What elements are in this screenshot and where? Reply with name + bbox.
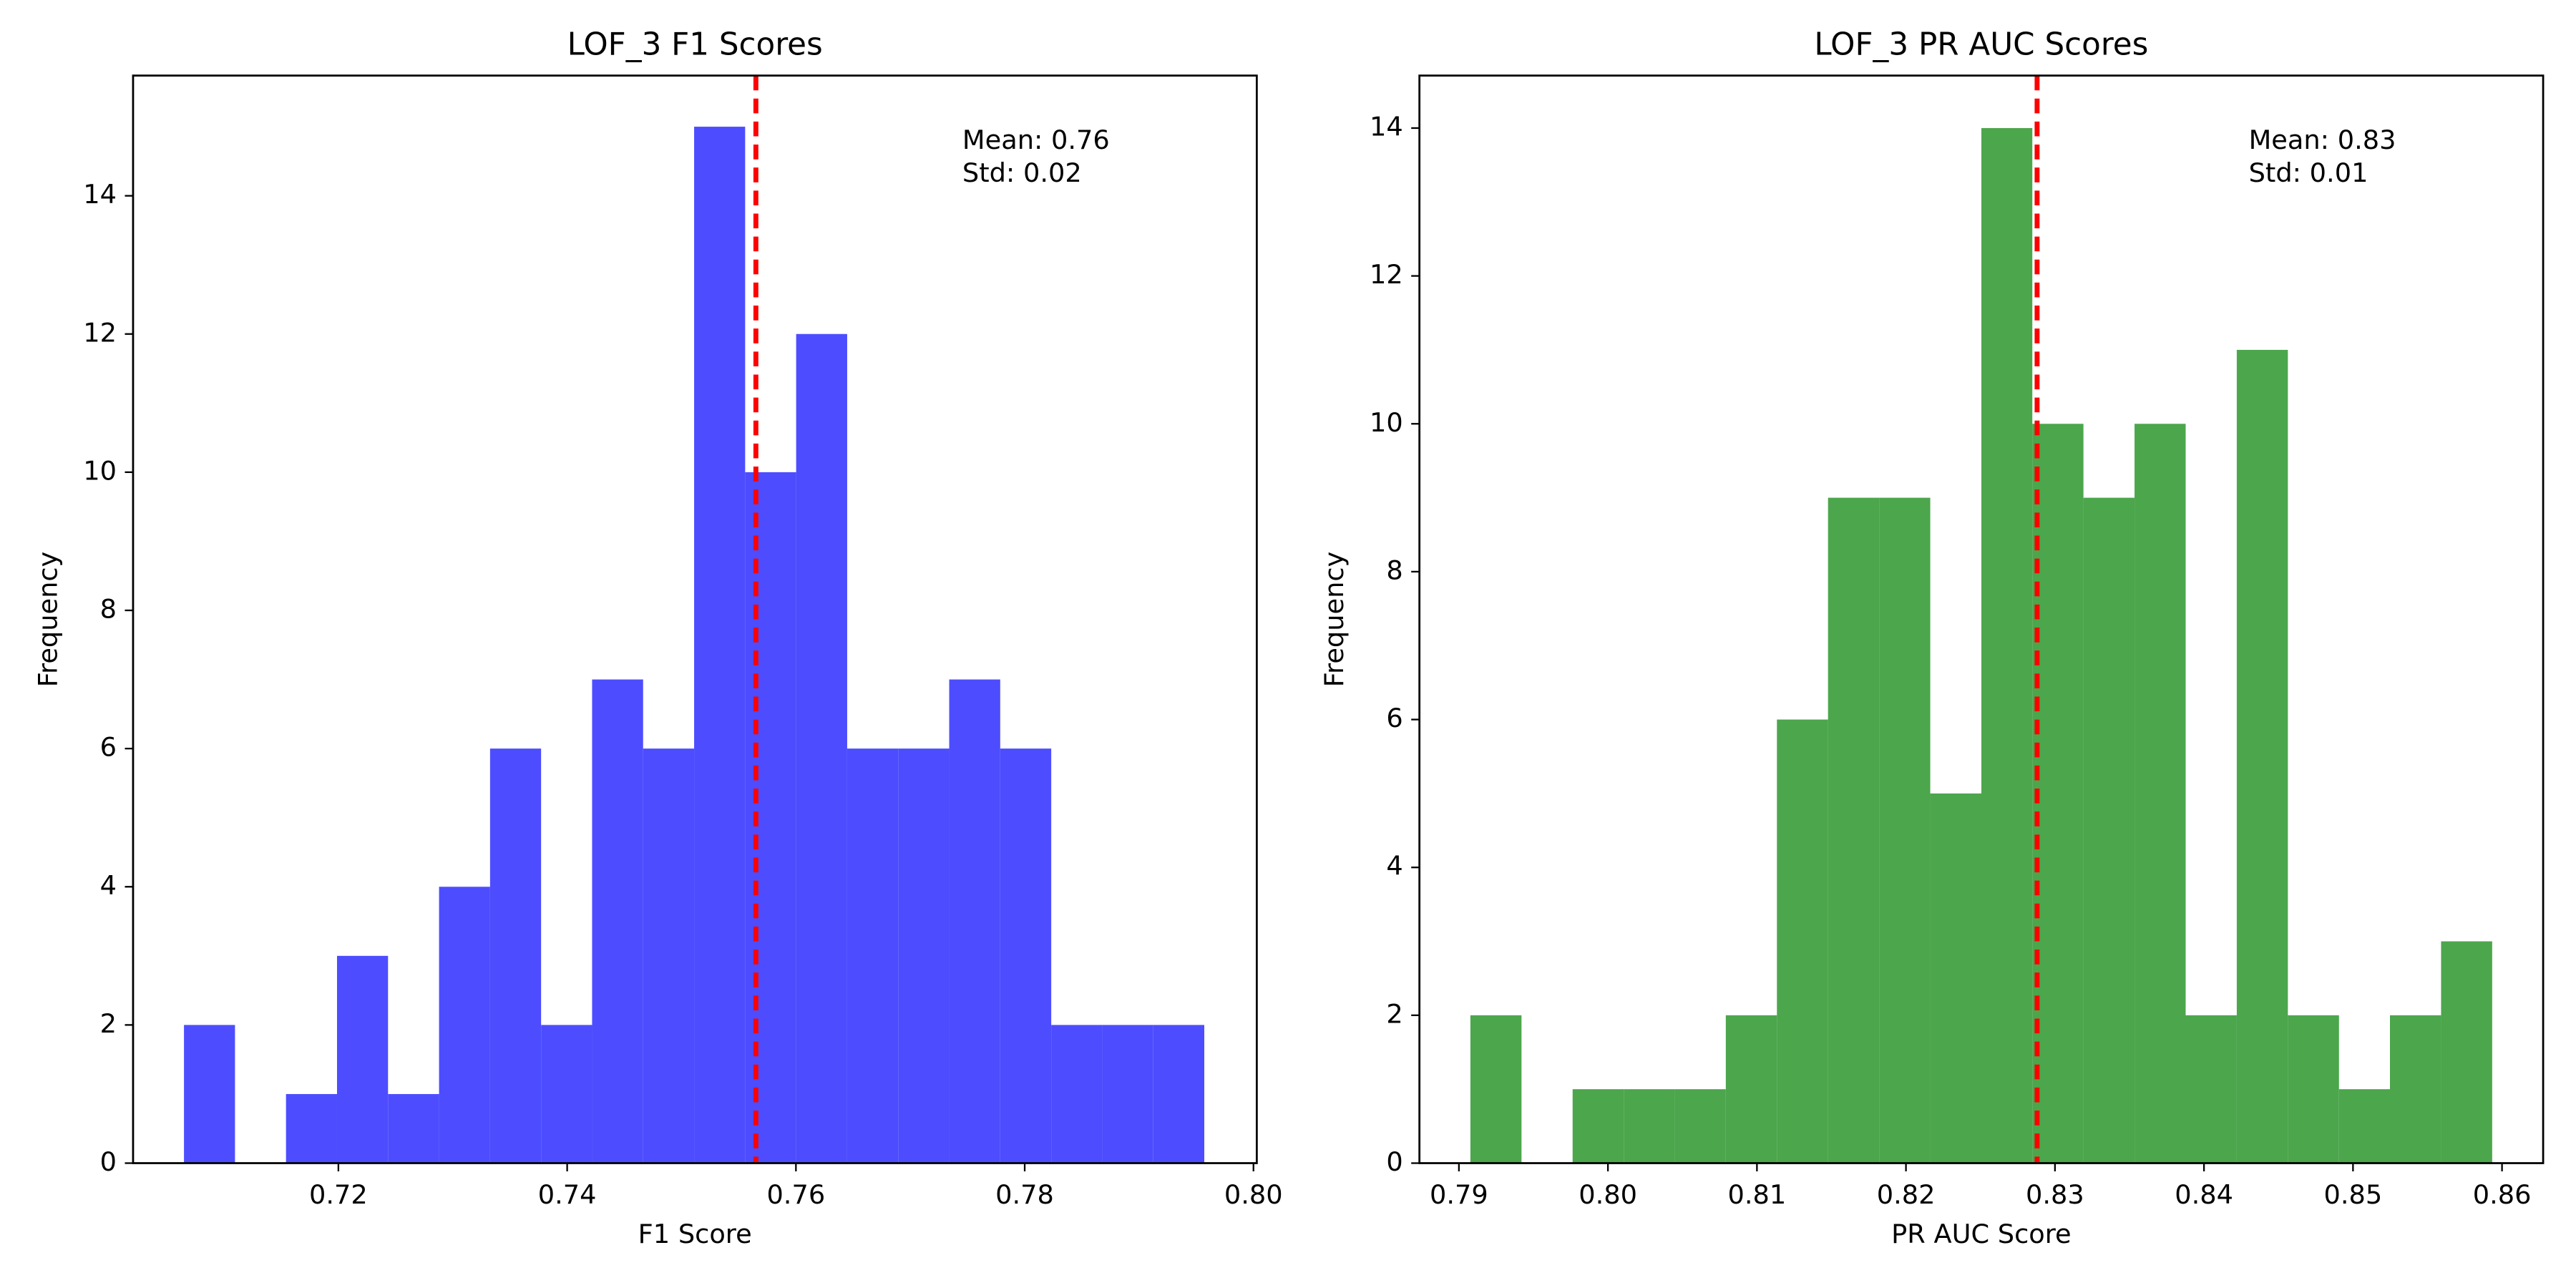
x-tick-label: 0.86	[2473, 1179, 2532, 1210]
x-axis-label: PR AUC Score	[1891, 1219, 2071, 1249]
annotation: Mean: 0.76	[962, 125, 1110, 155]
bar	[1572, 1089, 1624, 1163]
plot-frame	[1418, 74, 2545, 1164]
bar	[184, 1025, 235, 1163]
bar	[1828, 497, 1880, 1163]
bar	[592, 679, 643, 1163]
y-tick-label: 14	[1370, 111, 1403, 142]
bar	[847, 748, 899, 1163]
bar	[745, 472, 796, 1163]
bar	[2185, 1015, 2237, 1163]
bar	[1051, 1025, 1103, 1163]
y-tick-label: 4	[100, 870, 117, 901]
bar	[694, 127, 746, 1163]
bar	[336, 955, 389, 1163]
x-tick-label: 0.72	[309, 1179, 368, 1210]
bar	[1000, 748, 1052, 1163]
y-tick-label: 8	[1386, 555, 1402, 585]
x-tick-label: 0.74	[538, 1179, 597, 1210]
bar	[949, 679, 1000, 1163]
y-tick-label: 12	[83, 317, 117, 348]
x-tick-label: 0.80	[1224, 1179, 1283, 1210]
y-tick-label: 10	[83, 455, 117, 486]
x-tick-label: 0.81	[1727, 1179, 1786, 1210]
bar	[1725, 1015, 1777, 1163]
y-tick-label: 0	[1386, 1146, 1402, 1177]
bar	[643, 748, 695, 1163]
y-tick-label: 10	[1370, 407, 1403, 438]
y-tick-label: 2	[100, 1008, 117, 1039]
chart-title: LOF_3 F1 Scores	[567, 26, 823, 62]
bar	[1102, 1025, 1153, 1163]
annotation: Std: 0.01	[2249, 157, 2368, 188]
bar	[439, 887, 490, 1163]
bar	[388, 1093, 439, 1163]
x-tick-label: 0.85	[2323, 1179, 2382, 1210]
bar	[1777, 719, 1828, 1163]
bar	[2390, 1015, 2441, 1163]
bar	[489, 748, 542, 1163]
plot-frame	[132, 74, 1258, 1164]
y-tick-label: 14	[83, 179, 117, 210]
x-tick-label: 0.84	[2175, 1179, 2233, 1210]
bar	[1879, 497, 1931, 1163]
bar	[541, 1025, 592, 1163]
y-tick-label: 12	[1370, 259, 1403, 290]
bar	[2135, 424, 2186, 1163]
x-axis-label: F1 Score	[638, 1219, 752, 1249]
annotation: Std: 0.02	[962, 157, 1082, 188]
y-axis-label: Frequency	[1319, 552, 1350, 688]
bar	[898, 748, 950, 1163]
y-tick-label: 2	[1386, 998, 1402, 1029]
y-tick-label: 4	[1386, 851, 1402, 882]
bar	[1153, 1025, 1205, 1163]
x-tick-label: 0.83	[2026, 1179, 2084, 1210]
bar	[2083, 497, 2135, 1163]
bar	[2032, 424, 2084, 1163]
bar	[1470, 1015, 1522, 1163]
bar	[286, 1093, 337, 1163]
chart-title: LOF_3 PR AUC Scores	[1814, 26, 2148, 62]
x-tick-label: 0.82	[1877, 1179, 1936, 1210]
y-tick-label: 6	[1386, 703, 1402, 733]
x-tick-label: 0.76	[766, 1179, 825, 1210]
bar	[2288, 1015, 2339, 1163]
bar	[2338, 1089, 2391, 1163]
y-tick-label: 0	[100, 1146, 117, 1177]
bar	[2441, 941, 2492, 1163]
bar	[2236, 349, 2288, 1163]
x-tick-label: 0.79	[1430, 1179, 1488, 1210]
bar	[1930, 793, 1981, 1163]
y-tick-label: 6	[100, 732, 117, 763]
x-tick-label: 0.80	[1579, 1179, 1637, 1210]
bar	[796, 333, 847, 1163]
bar	[1981, 127, 2033, 1163]
y-tick-label: 8	[100, 594, 117, 625]
annotation: Mean: 0.83	[2249, 125, 2396, 155]
bar	[1674, 1089, 1726, 1163]
x-tick-label: 0.78	[995, 1179, 1054, 1210]
y-axis-label: Frequency	[32, 552, 63, 688]
bar	[1624, 1089, 1675, 1163]
